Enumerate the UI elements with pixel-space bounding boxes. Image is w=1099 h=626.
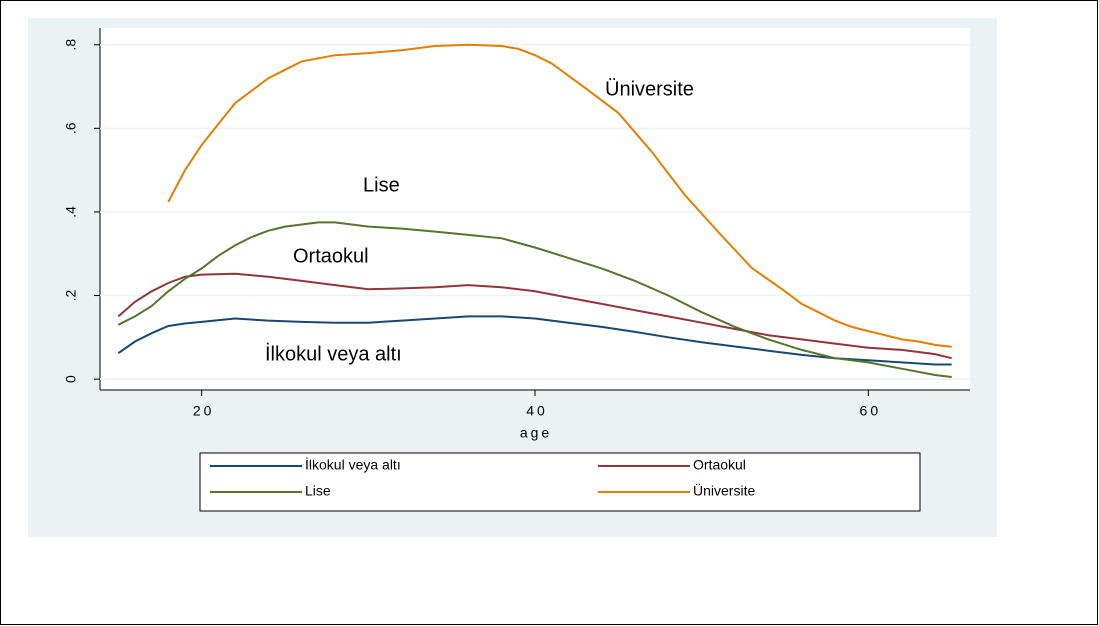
annotation: Üniversite	[605, 78, 694, 100]
y-tick-label: .2	[63, 289, 79, 301]
legend-label: Lise	[305, 483, 331, 499]
y-tick-label: .4	[63, 206, 79, 218]
x-axis-label: age	[520, 425, 552, 441]
annotation: Ortaokul	[293, 245, 369, 267]
y-tick-label: .6	[63, 122, 79, 134]
series-line	[117, 272, 952, 360]
legend-label: Ortaokul	[693, 457, 746, 473]
series-line	[117, 315, 952, 366]
x-tick-label: 60	[860, 403, 882, 419]
y-tick-label: 0	[63, 375, 79, 383]
series-line	[117, 221, 952, 378]
x-tick-label: 40	[526, 403, 548, 419]
legend-label: İlkokul veya altı	[305, 456, 401, 473]
series-line	[167, 43, 952, 348]
legend	[199, 452, 921, 512]
legend-label: Üniversite	[693, 482, 755, 499]
annotation: İlkokul veya altı	[265, 342, 402, 365]
x-tick-label: 20	[193, 403, 215, 419]
y-tick-label: .8	[63, 39, 79, 51]
plot-region	[100, 28, 970, 390]
annotation: Lise	[363, 174, 400, 196]
